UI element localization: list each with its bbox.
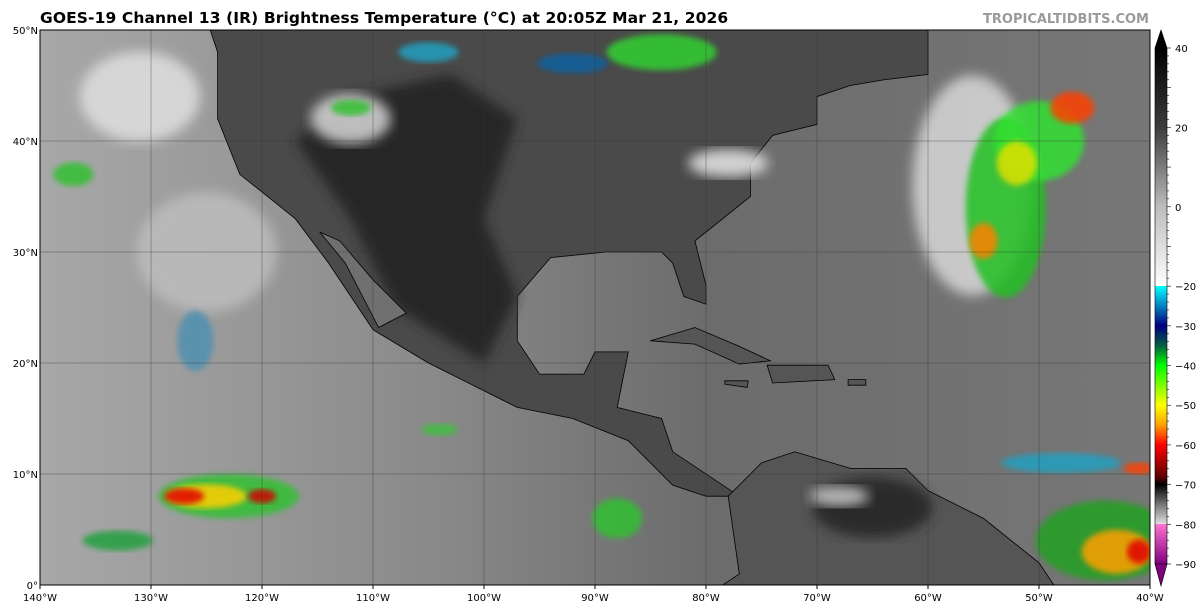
colorbar-tick-label: −90 [1175,560,1196,571]
cloud-blob [688,149,769,178]
cloud-blob [606,34,717,71]
colorbar-tick-label: 20 [1175,123,1188,134]
llanos-dark [812,477,933,538]
colorbar-extend-min [1154,563,1168,588]
colorbar-tick-label: 40 [1175,44,1188,55]
cloud-blob [398,42,459,63]
longitude-axis: 140°W 130°W 120°W 110°W 100°W 90°W 80°W 70°W 60°… [23,585,1164,604]
colorbar-tick-label: −60 [1175,441,1196,452]
colorbar-tick-label: −80 [1175,520,1196,531]
lon-tick-label: 90°W [581,593,609,604]
lat-tick-label: 30°N [13,248,38,259]
puerto-rico [847,379,867,386]
cloud-blob [996,141,1037,186]
gulf-of-california [319,231,407,329]
cloud-blob [1050,91,1095,124]
lon-tick-label: 140°W [23,593,57,604]
gridlines [40,30,1150,585]
cuba [650,327,772,365]
lon-tick-label: 120°W [245,593,279,604]
colorbar-tick-label: −70 [1175,481,1196,492]
cloud-blob [1081,529,1150,574]
cloud-blob [421,423,458,436]
lon-tick-label: 110°W [356,593,390,604]
colorbar-extend-max [1154,29,1168,49]
lon-tick-label: 70°W [803,593,831,604]
lat-tick-label: 20°N [13,359,38,370]
cloud-blob [177,310,214,371]
lon-tick-label: 80°W [692,593,720,604]
cloud-blob [310,93,391,144]
dark-warm-land [295,74,518,364]
colorbar-tick-label: −30 [1175,322,1196,333]
lon-tick-label: 40°W [1136,593,1164,604]
map-title: GOES-19 Channel 13 (IR) Brightness Tempe… [40,9,729,27]
colorbar-tick-label: −20 [1175,282,1196,293]
lat-tick-label: 10°N [13,470,38,481]
lon-tick-label: 60°W [914,593,942,604]
cloud-blob [53,162,94,187]
lon-tick-label: 130°W [134,593,168,604]
colorbar: 40 20 0 −20 −30 −40 −50 −60 −70 −80 −90 [1154,29,1196,588]
colorbar-tick-label: 0 [1175,203,1181,214]
cloud-blob [1123,462,1150,475]
lat-tick-label: 0° [27,581,38,592]
lat-tick-label: 50°N [13,26,38,37]
cloud-blob [592,498,643,539]
lat-tick-label: 40°N [13,137,38,148]
cloud-blob [82,530,153,551]
lon-tick-label: 50°W [1025,593,1053,604]
cloud-blob [1001,452,1122,473]
cloud-blob [537,53,608,74]
latitude-axis: 0° 10°N 20°N 30°N 40°N 50°N [13,26,38,592]
cloud-blob [79,51,200,142]
cloud-blob [809,486,870,507]
colorbar-tick-label: −50 [1175,401,1196,412]
cloud-blob [1126,539,1150,564]
jamaica [724,380,749,388]
brand-watermark: TROPICALTIDBITS.COM [983,12,1149,27]
lon-tick-label: 100°W [467,593,501,604]
cloud-blob [969,222,998,259]
cloud-blob [330,99,371,116]
cloud-blob [164,488,205,505]
hispaniola [766,364,836,384]
colorbar-scale [1154,47,1168,565]
colorbar-tick-label: −40 [1175,362,1196,373]
